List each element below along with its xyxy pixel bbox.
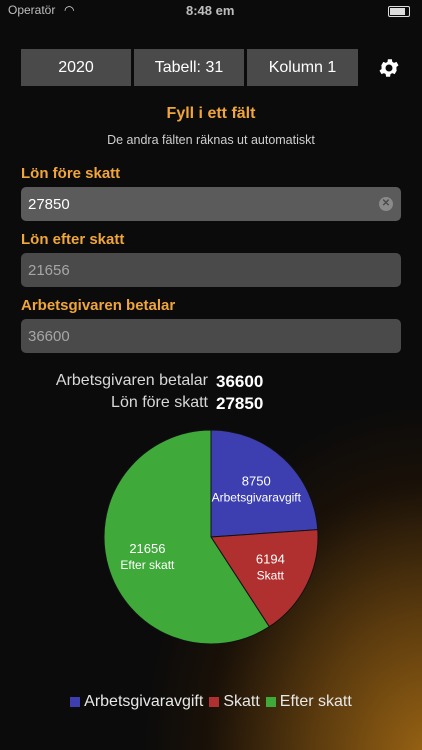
- employer-cost-label: Arbetsgivaren betalar: [21, 297, 176, 314]
- legend-label-1: Skatt: [223, 693, 260, 710]
- status-time: 8:48 em: [186, 3, 235, 18]
- pie-value-label-1: 6194: [256, 552, 285, 567]
- page-subtitle: De andra fälten räknas ut automatiskt: [107, 133, 315, 147]
- carrier-label: Operatör: [8, 3, 56, 17]
- net-salary-field[interactable]: 21656: [21, 253, 401, 287]
- pie-value-label-2: 21656: [129, 541, 165, 556]
- legend-label-0: Arbetsgivaravgift: [84, 693, 204, 710]
- gross-salary-value: 27850: [28, 195, 70, 213]
- clear-icon[interactable]: ✕: [379, 197, 393, 211]
- pie-slice-1: [210, 529, 319, 628]
- legend-item-1: Skatt: [209, 693, 260, 711]
- battery-icon: [388, 6, 410, 17]
- gear-icon[interactable]: [377, 56, 401, 80]
- year-button[interactable]: 2020: [21, 49, 131, 86]
- employer-cost-value: 36600: [28, 327, 70, 345]
- summary-employer-label: Arbetsgivaren betalar: [55, 372, 208, 389]
- toolbar: 2020 Tabell: 31 Kolumn 1: [21, 49, 358, 86]
- legend-item-2: Efter skatt: [265, 693, 352, 711]
- summary-gross-label: Lön före skatt: [111, 394, 208, 411]
- employer-cost-field[interactable]: 36600: [21, 319, 401, 353]
- pie-category-label-1: Skatt: [257, 569, 285, 583]
- gross-salary-field[interactable]: 27850 ✕: [21, 187, 401, 221]
- legend-swatch-0: [70, 697, 81, 707]
- column-button[interactable]: Kolumn 1: [247, 49, 358, 86]
- gross-salary-label: Lön före skatt: [21, 165, 121, 182]
- pie-category-label-0: Arbetsgivaravgift: [212, 491, 302, 505]
- summary-gross-value: 27850: [216, 394, 264, 413]
- table-button[interactable]: Tabell: 31: [134, 49, 244, 86]
- summary-employer-value: 36600: [216, 372, 264, 391]
- net-salary-value: 21656: [28, 261, 70, 279]
- pie-category-label-2: Efter skatt: [120, 558, 175, 572]
- pie-slice-2: [103, 429, 270, 645]
- chart-legend: Arbetsgivaravgift Skatt Efter skatt: [0, 693, 422, 711]
- pie-value-label-0: 8750: [242, 474, 271, 489]
- status-bar: Operatör ◠ 8:48 em: [0, 0, 422, 22]
- legend-label-2: Efter skatt: [279, 693, 352, 710]
- pie-slice-0: [210, 429, 319, 538]
- wifi-icon: ◠: [64, 3, 75, 17]
- net-salary-label: Lön efter skatt: [21, 231, 125, 248]
- legend-item-0: Arbetsgivaravgift: [70, 693, 203, 711]
- legend-swatch-2: [265, 697, 276, 707]
- page-title: Fyll i ett fält: [166, 105, 256, 122]
- legend-swatch-1: [209, 697, 220, 707]
